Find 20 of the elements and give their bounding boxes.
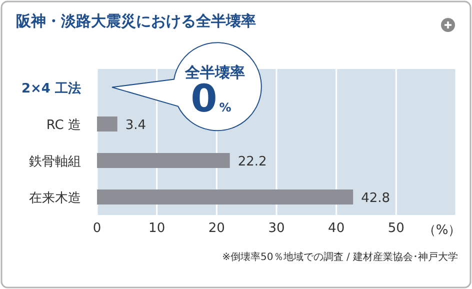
data-label: 22.2 <box>238 154 267 170</box>
annotation: 全半壊率 0% <box>184 63 245 120</box>
x-tick-label: 40 <box>328 221 345 236</box>
x-tick-label: 50 <box>388 221 404 236</box>
x-tick-label: 30 <box>268 221 285 236</box>
data-label: 3.4 <box>125 118 146 133</box>
x-tick-label: 20 <box>208 221 225 236</box>
bar <box>97 153 230 168</box>
bar <box>97 190 354 204</box>
text: ※倒壊率50％地域での調査 / 建材産業協会･神戸大学 <box>222 250 458 264</box>
x-axis-title: （%） <box>422 222 462 239</box>
y-tick-label: 在来木造 <box>29 190 81 206</box>
data-label: 42.8 <box>361 190 390 206</box>
y-tick-label: RC 造 <box>46 118 81 133</box>
x-tick-label: 0 <box>92 221 102 236</box>
y-tick-label: 2×4 工法 <box>21 81 81 96</box>
y-tick-label: 鉄骨軸組 <box>29 154 81 170</box>
x-tick-label: 10 <box>148 221 166 236</box>
chart-title: 阪神・淡路大震災における全半壊率 <box>16 12 256 31</box>
bar <box>97 116 118 132</box>
